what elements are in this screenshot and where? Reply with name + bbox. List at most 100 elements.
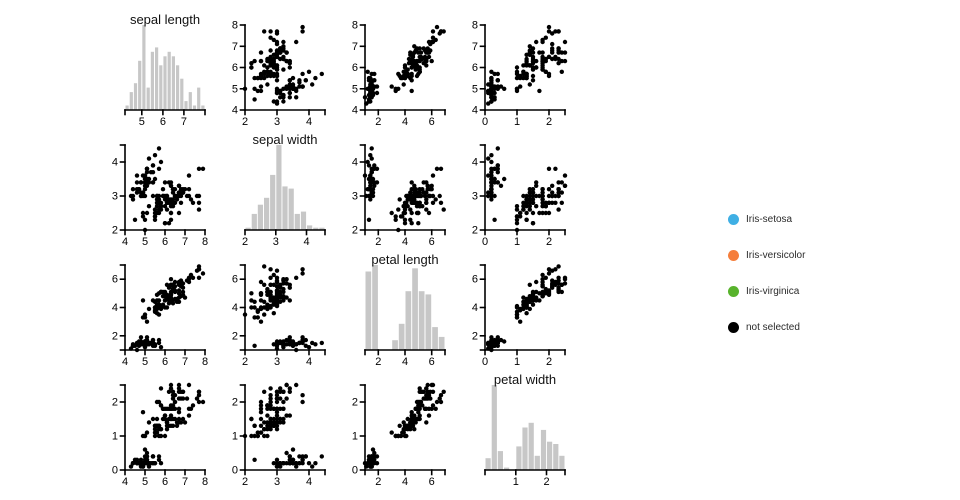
scatter-point [397, 423, 402, 428]
scatter-point [495, 335, 500, 340]
scatter-panel-sepal_width-vs-petal_length[interactable]: 2 4 6 2 3 4 [352, 144, 446, 248]
scatter-point [424, 207, 429, 212]
scatter-point [281, 461, 286, 466]
histogram-panel-petal_length[interactable]: 2 4 6 [364, 265, 446, 368]
x-tick-label: 4 [402, 116, 408, 128]
scatter-point [489, 187, 494, 192]
scatter-point [401, 420, 406, 425]
scatter-point [429, 406, 434, 411]
scatter-point [271, 311, 276, 316]
scatter-point [196, 393, 202, 398]
scatter-panel-petal_width-vs-petal_length[interactable]: 2 4 6 0 1 2 [352, 382, 446, 488]
scatter-point [258, 416, 264, 422]
scatter-point [374, 180, 380, 185]
x-tick-label: 8 [202, 476, 208, 488]
scatter-point [368, 95, 373, 100]
hist-bar [372, 265, 378, 350]
y-tick-label: 7 [232, 41, 238, 53]
scatter-panel-sepal_length-vs-sepal_width[interactable]: 2 3 4 4 5 6 7 8 [232, 20, 326, 129]
y-tick-label: 2 [472, 330, 478, 342]
legend-swatch-iris-versicolor-icon [728, 250, 739, 261]
hist-bar [188, 92, 192, 110]
scatter-panel-petal_length-vs-sepal_length[interactable]: 4 5 6 7 8 2 4 6 [112, 264, 208, 368]
hist-bar [163, 56, 167, 110]
scatter-point [278, 56, 283, 62]
scatter-panel-petal_length-vs-sepal_width[interactable]: 2 3 4 2 4 6 [232, 264, 326, 368]
scatter-point [492, 193, 497, 199]
x-tick-label: 2 [543, 476, 549, 488]
scatter-point [433, 406, 438, 411]
scatter-point [162, 433, 168, 439]
scatter-point [306, 69, 312, 75]
scatter-point [562, 58, 568, 64]
scatter-point [258, 406, 264, 411]
scatter-point [140, 214, 146, 219]
scatter-point [166, 221, 172, 226]
scatter-point [255, 315, 260, 320]
scatter-point [268, 275, 273, 280]
scatter-point [274, 289, 280, 295]
scatter-panel-petal_width-vs-sepal_length[interactable]: 4 5 6 7 8 0 1 2 [112, 382, 208, 488]
histogram-panel-sepal_width[interactable]: 2 3 4 [242, 145, 326, 248]
scatter-point [402, 63, 408, 68]
scatter-point [398, 75, 404, 81]
scatter-point [258, 88, 264, 94]
scatter-point [176, 396, 182, 401]
scatter-point [271, 406, 276, 411]
scatter-point [262, 433, 267, 439]
scatter-panel-petal_width-vs-sepal_width[interactable]: 2 3 4 0 1 2 [232, 382, 326, 488]
scatter-point [409, 180, 414, 185]
scatter-point [156, 146, 162, 151]
scatter-panel-sepal_length-vs-petal_length[interactable]: 2 4 6 4 5 6 7 8 [352, 20, 446, 129]
scatter-point [514, 315, 520, 320]
scatter-point [166, 423, 172, 428]
hist-bar [540, 429, 547, 470]
scatter-point [158, 403, 164, 408]
scatter-points [128, 264, 206, 353]
scatter-point [294, 464, 299, 469]
scatter-point [196, 200, 202, 205]
scatter-point [271, 272, 276, 278]
scatter-point [495, 170, 500, 175]
scatter-point [150, 416, 156, 422]
scatter-point [550, 193, 555, 199]
scatter-panel-sepal_width-vs-petal_width[interactable]: 0 1 2 2 3 4 [472, 144, 568, 248]
scatter-point [393, 214, 398, 219]
scatter-panel-sepal_length-vs-petal_width[interactable]: 0 1 2 4 5 6 7 8 [472, 20, 568, 129]
hist-bar [155, 47, 159, 110]
hist-bar [528, 422, 534, 470]
scatter-point [168, 200, 174, 205]
scatter-point [144, 430, 150, 435]
scatter-point [176, 416, 182, 422]
scatter-point [258, 84, 264, 89]
scatter-point [422, 56, 428, 62]
histogram-panel-sepal_length[interactable]: 5 6 7 [124, 25, 206, 128]
scatter-point [128, 464, 134, 469]
scatter-point [168, 382, 174, 388]
x-tick-label: 7 [182, 356, 188, 368]
y-tick-label: 2 [232, 397, 238, 409]
scatter-point [249, 291, 254, 296]
scatter-point [397, 197, 402, 202]
scatter-point [258, 75, 264, 81]
scatter-point [412, 50, 417, 55]
scatter-point [168, 413, 174, 418]
scatter-point [412, 190, 417, 195]
scatter-point [268, 29, 273, 34]
scatter-point [421, 389, 426, 394]
scatter-point [546, 271, 552, 276]
scatter-panel-petal_length-vs-petal_width[interactable]: 0 1 2 2 4 6 [472, 264, 568, 368]
scatter-point [265, 423, 270, 428]
scatter-point [546, 166, 552, 171]
scatter-point [297, 340, 302, 346]
scatter-panel-sepal_width-vs-sepal_length[interactable]: 4 5 6 7 8 2 3 4 [112, 144, 208, 248]
scatter-point [540, 210, 545, 216]
legend-label: not selected [746, 322, 800, 333]
scatter-point [527, 52, 532, 57]
x-tick-label: 1 [514, 116, 520, 128]
scatter-point [130, 461, 136, 466]
scatter-point [160, 406, 166, 411]
scatter-point [527, 82, 532, 87]
